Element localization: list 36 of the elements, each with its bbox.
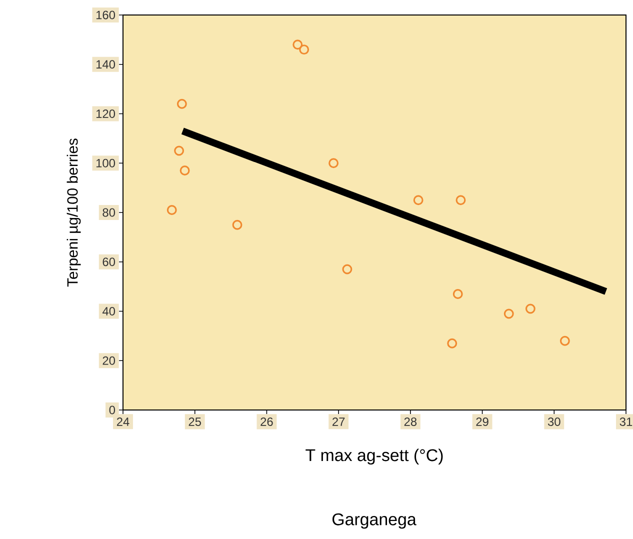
point xyxy=(342,264,352,274)
point xyxy=(328,158,339,168)
y-tick-label: 80 xyxy=(102,208,116,217)
point xyxy=(452,288,463,299)
x-tick-label: 28 xyxy=(404,418,417,426)
x-tick-label: 31 xyxy=(620,418,632,426)
point xyxy=(456,195,466,206)
point xyxy=(176,98,187,109)
x-tick-label: 25 xyxy=(188,418,201,426)
point xyxy=(174,146,184,156)
x-tick-label: 29 xyxy=(476,418,488,426)
point xyxy=(292,40,303,50)
y-tick-label: 20 xyxy=(102,356,116,365)
y-tick-label: 160 xyxy=(96,10,116,20)
y-axis-title: Terpeni µg/100 berries xyxy=(66,138,81,287)
x-axis-title: T max ag-sett (°C) xyxy=(306,448,443,465)
x-tick-label: 24 xyxy=(116,418,130,426)
point xyxy=(413,195,424,206)
x-tick-label: 30 xyxy=(548,418,560,426)
point xyxy=(447,338,458,348)
point xyxy=(299,44,310,55)
y-tick-label: 60 xyxy=(102,258,116,266)
y-tick-label: 40 xyxy=(102,307,116,316)
y-tick-label: 140 xyxy=(96,60,116,69)
point xyxy=(525,304,536,314)
y-tick-label: 0 xyxy=(109,406,116,414)
x-tick-label: 27 xyxy=(332,418,345,426)
y-tick-label: 120 xyxy=(96,110,116,118)
point xyxy=(232,220,242,230)
point xyxy=(504,308,514,319)
x-tick-label: 26 xyxy=(260,418,273,426)
y-tick-label: 100 xyxy=(96,158,116,168)
point xyxy=(180,166,190,176)
point xyxy=(560,336,570,346)
text: Garganega xyxy=(332,513,416,529)
point xyxy=(166,205,177,216)
